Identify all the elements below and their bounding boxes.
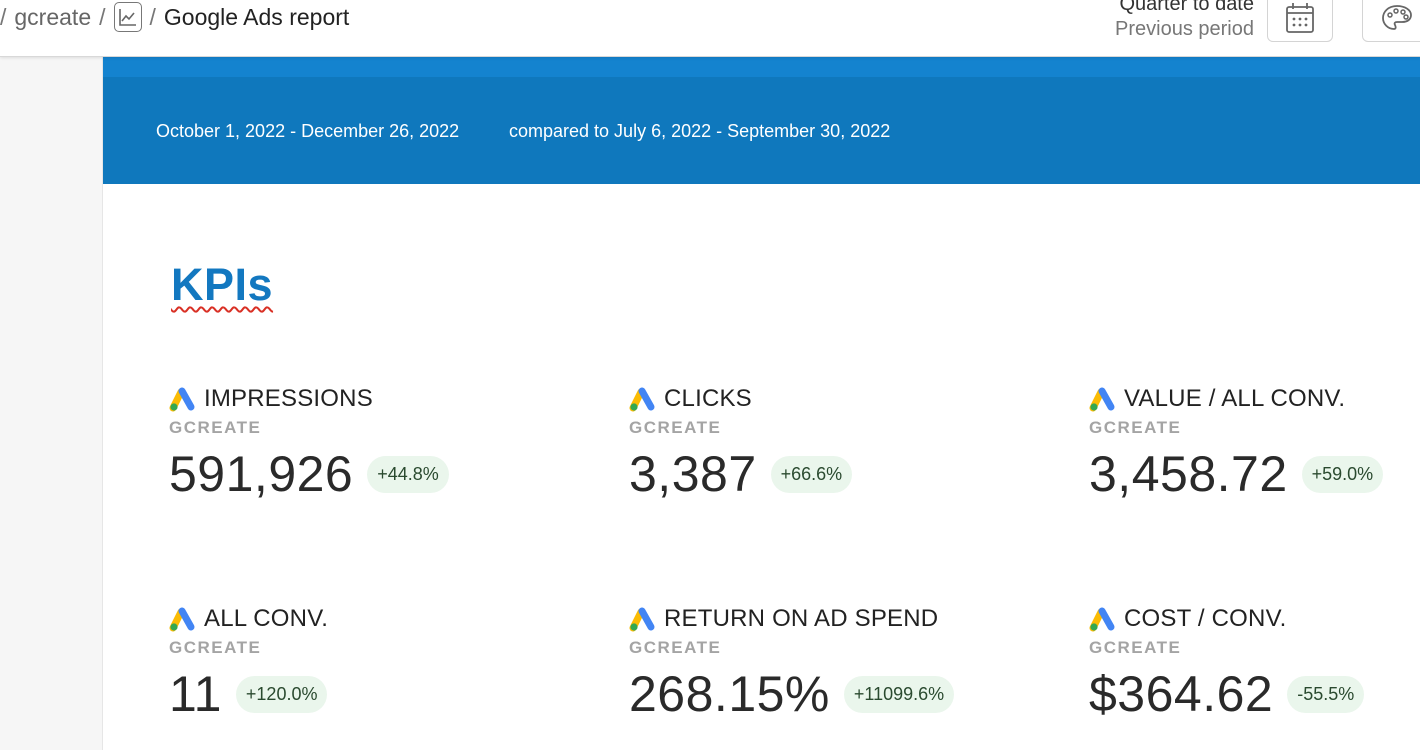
google-ads-icon [629, 387, 655, 412]
kpi-card: VALUE / ALL CONV. GCREATE 3,458.72 +59.0… [1089, 384, 1420, 524]
kpi-label: IMPRESSIONS [204, 385, 373, 412]
calendar-button[interactable] [1267, 0, 1333, 42]
palette-icon [1382, 5, 1412, 30]
kpi-change-badge: +59.0% [1301, 455, 1384, 493]
kpi-value: 3,458.72 [1089, 446, 1288, 502]
breadcrumb-parent[interactable]: gcreate [14, 3, 92, 30]
kpi-label: COST / CONV. [1124, 605, 1287, 632]
kpi-value: 591,926 [169, 446, 354, 502]
breadcrumb-current: Google Ads report [163, 3, 350, 30]
breadcrumb-separator: / [99, 3, 106, 30]
left-rail [0, 57, 103, 750]
period-comparison[interactable]: Previous period [1115, 18, 1254, 40]
kpi-label: CLICKS [664, 385, 752, 412]
kpi-source: GCREATE [1089, 418, 1182, 437]
google-ads-icon [629, 607, 655, 632]
kpi-source: GCREATE [629, 638, 722, 657]
kpi-value: 3,387 [629, 446, 757, 502]
kpi-source: GCREATE [169, 418, 262, 437]
kpi-change-badge: +66.6% [770, 455, 853, 493]
kpi-card: RETURN ON AD SPEND GCREATE 268.15% +1109… [629, 604, 1049, 744]
top-bar: / gcreate / / Google Ads report Quarter … [0, 0, 1420, 57]
kpi-value: 11 [169, 666, 222, 722]
kpi-card: COST / CONV. GCREATE $364.62 -55.5% [1089, 604, 1420, 744]
kpi-change-badge: +120.0% [235, 675, 328, 713]
kpi-change-badge: +11099.6% [843, 675, 955, 713]
kpi-label: VALUE / ALL CONV. [1124, 385, 1346, 412]
google-ads-icon [1089, 607, 1115, 632]
period-selected[interactable]: Quarter to date [1119, 0, 1254, 15]
google-ads-icon [1089, 387, 1115, 412]
report-header-banner: October 1, 2022 - December 26, 2022 comp… [103, 57, 1420, 184]
kpi-card: IMPRESSIONS GCREATE 591,926 +44.8% [169, 384, 589, 524]
kpi-value: $364.62 [1089, 666, 1274, 722]
kpi-label: ALL CONV. [204, 605, 329, 632]
kpi-label: RETURN ON AD SPEND [664, 605, 939, 632]
report-canvas: October 1, 2022 - December 26, 2022 comp… [103, 57, 1420, 750]
chart-icon[interactable] [113, 2, 142, 32]
kpi-card: CLICKS GCREATE 3,387 +66.6% [629, 384, 1049, 524]
compare-range: compared to July 6, 2022 - September 30,… [509, 121, 891, 141]
kpi-value: 268.15% [629, 666, 830, 722]
palette-button[interactable] [1362, 0, 1420, 42]
google-ads-icon [169, 607, 195, 632]
kpi-source: GCREATE [1089, 638, 1182, 657]
date-range: October 1, 2022 - December 26, 2022 [156, 121, 460, 141]
kpi-card: ALL CONV. GCREATE 11 +120.0% [169, 604, 589, 744]
banner-strip [103, 57, 1420, 77]
kpi-change-badge: +44.8% [367, 455, 449, 493]
breadcrumb: / gcreate / / Google Ads report [0, 0, 349, 34]
google-ads-icon [169, 387, 195, 412]
kpis-title: KPIs [171, 259, 274, 310]
kpi-source: GCREATE [629, 418, 722, 437]
kpi-source: GCREATE [169, 638, 262, 657]
kpi-change-badge: -55.5% [1287, 675, 1365, 713]
breadcrumb-separator: / [0, 3, 7, 30]
calendar-icon [1286, 3, 1314, 33]
breadcrumb-separator: / [149, 3, 156, 30]
period-selector[interactable]: Quarter to date Previous period [1115, 0, 1254, 42]
